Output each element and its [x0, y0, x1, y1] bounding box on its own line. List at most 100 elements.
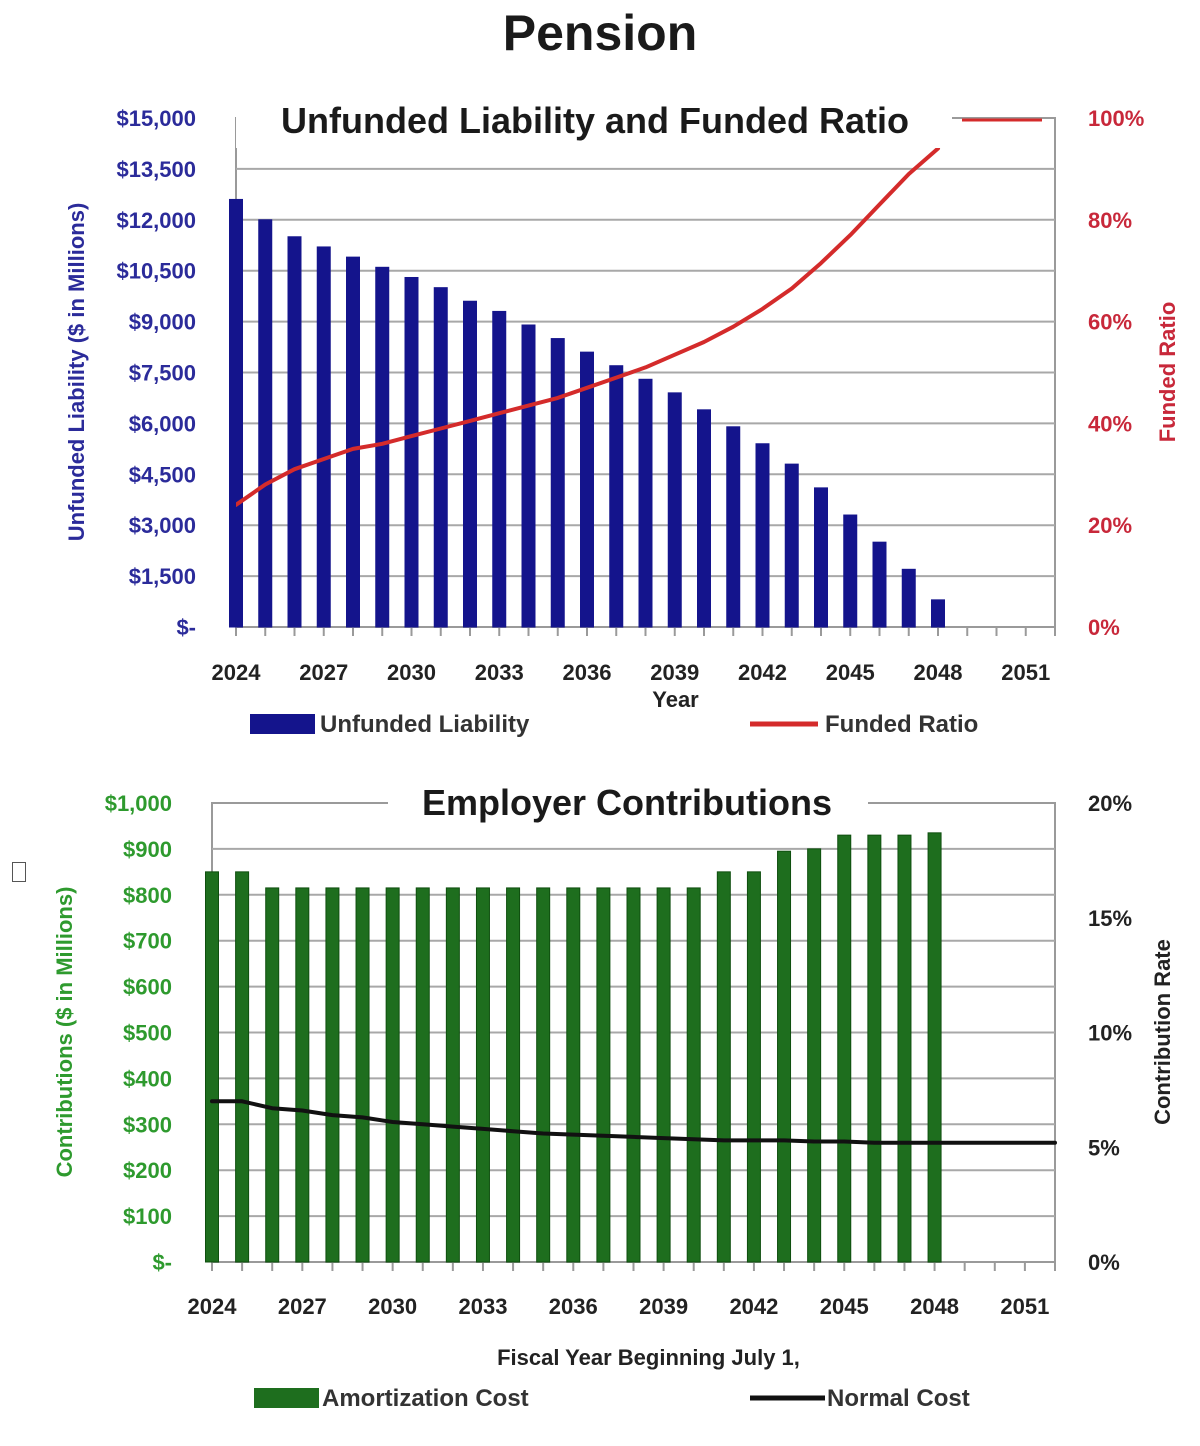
bar-2035: [550, 338, 565, 628]
x-tick-label: 2024: [188, 1294, 238, 1319]
bar-2047: [901, 568, 916, 628]
bar-2027: [316, 246, 331, 628]
y-tick-label: $200: [123, 1158, 172, 1183]
bar-2033: [492, 310, 507, 628]
x-axis-title: Fiscal Year Beginning July 1,: [497, 1345, 800, 1370]
bar-2027: [295, 887, 310, 1263]
bar-2032: [445, 887, 460, 1263]
x-tick-label: 2051: [1001, 660, 1050, 685]
bar-2048: [931, 599, 945, 628]
bar-2025: [235, 871, 250, 1263]
bar-2026: [265, 887, 280, 1263]
bar-2042: [746, 871, 761, 1263]
y2-tick-label: 0%: [1088, 1250, 1120, 1275]
y2-tick-label: 40%: [1088, 411, 1132, 436]
y-axis-title: Unfunded Liability ($ in Millions): [64, 203, 89, 542]
legend-swatch-bar: [250, 714, 315, 734]
bar-2042: [755, 443, 770, 628]
x-tick-label: 2048: [914, 660, 963, 685]
legend-label: Unfunded Liability: [320, 711, 530, 738]
bar-2034: [506, 887, 521, 1263]
x-tick-label: 2030: [387, 660, 436, 685]
bar-2044: [814, 487, 828, 628]
bar-2046: [867, 834, 882, 1263]
bar-2037: [596, 887, 611, 1263]
bar-2036: [580, 351, 594, 628]
y-tick-label: $-: [176, 615, 196, 640]
bar-2028: [346, 256, 360, 628]
bar-2024: [205, 871, 219, 1263]
y-tick-label: $1,500: [129, 564, 196, 589]
bar-2046: [872, 541, 887, 628]
x-tick-label: 2039: [650, 660, 699, 685]
page-title: Pension: [502, 5, 698, 61]
bar-2029: [375, 266, 390, 628]
bar-2043: [784, 463, 799, 628]
bar-2029: [355, 887, 370, 1263]
y-tick-label: $800: [123, 883, 172, 908]
legend-label: Funded Ratio: [825, 711, 978, 738]
bar-2031: [433, 287, 448, 628]
x-tick-label: 2051: [1000, 1294, 1049, 1319]
bar-2033: [475, 887, 490, 1263]
bar-2043: [777, 850, 792, 1263]
bar-2039: [656, 887, 671, 1263]
y-tick-label: $6,000: [129, 411, 196, 436]
x-tick-label: 2045: [826, 660, 875, 685]
y2-axis-title: Funded Ratio: [1155, 302, 1180, 443]
legend-swatch-bar: [254, 1388, 319, 1408]
y2-tick-label: 20%: [1088, 513, 1132, 538]
x-tick-label: 2048: [910, 1294, 959, 1319]
title-background: [388, 784, 868, 830]
y2-tick-label: 60%: [1088, 310, 1132, 335]
x-tick-label: 2024: [212, 660, 262, 685]
y-tick-label: $3,000: [129, 513, 196, 538]
x-axis-title: Year: [652, 687, 699, 712]
title-background: [236, 96, 952, 148]
series-line-normal-cost: [210, 1099, 1057, 1145]
chart-title: Employer Contributions: [422, 782, 832, 823]
bar-2031: [415, 887, 430, 1263]
y-tick-label: $4,500: [129, 462, 196, 487]
bar-2048: [927, 832, 942, 1263]
bar-2040: [686, 887, 701, 1263]
y2-tick-label: 100%: [1088, 106, 1144, 131]
bar-2032: [463, 300, 477, 628]
bar-2041: [726, 426, 741, 628]
x-tick-label: 2039: [639, 1294, 688, 1319]
x-tick-label: 2033: [458, 1294, 507, 1319]
bar-2034: [521, 324, 536, 628]
y-tick-label: $13,500: [116, 157, 196, 182]
bar-2035: [536, 887, 551, 1263]
y2-tick-label: 10%: [1088, 1021, 1132, 1046]
bar-2045: [843, 514, 858, 628]
bar-2025: [258, 219, 273, 628]
unfunded-liability-chart: $- $1,500 $3,000 $4,500 $6,000 $7,500 $9,000 $1…: [64, 96, 1180, 738]
y2-tick-label: 15%: [1088, 906, 1132, 931]
bar-2044: [807, 848, 822, 1263]
chart-title: Unfunded Liability and Funded Ratio: [281, 100, 909, 141]
y-tick-label: $900: [123, 837, 172, 862]
checkbox-glyph: [12, 862, 26, 882]
y-tick-label: $600: [123, 975, 172, 1000]
x-tick-label: 2042: [729, 1294, 778, 1319]
bar-2036: [566, 887, 581, 1263]
employer-contributions-chart: $- $100 $200 $300 $400 $500 $600 $700 $800 $900 $1…: [52, 782, 1175, 1412]
y2-axis-title: Contribution Rate: [1150, 939, 1175, 1125]
bar-2030: [404, 276, 419, 628]
y-tick-label: $12,000: [116, 208, 196, 233]
series-line-funded-ratio: [236, 146, 940, 507]
bar-2047: [897, 834, 912, 1263]
x-tick-label: 2033: [475, 660, 524, 685]
bar-2038: [638, 378, 653, 628]
x-tick-label: 2027: [299, 660, 348, 685]
y2-tick-label: 0%: [1088, 615, 1120, 640]
x-tick-label: 2042: [738, 660, 787, 685]
bar-2039: [667, 392, 682, 628]
x-tick-label: 2027: [278, 1294, 327, 1319]
y-tick-label: $700: [123, 929, 172, 954]
y-tick-label: $1,000: [105, 791, 172, 816]
x-tick-label: 2030: [368, 1294, 417, 1319]
y-tick-label: $10,500: [116, 259, 196, 284]
